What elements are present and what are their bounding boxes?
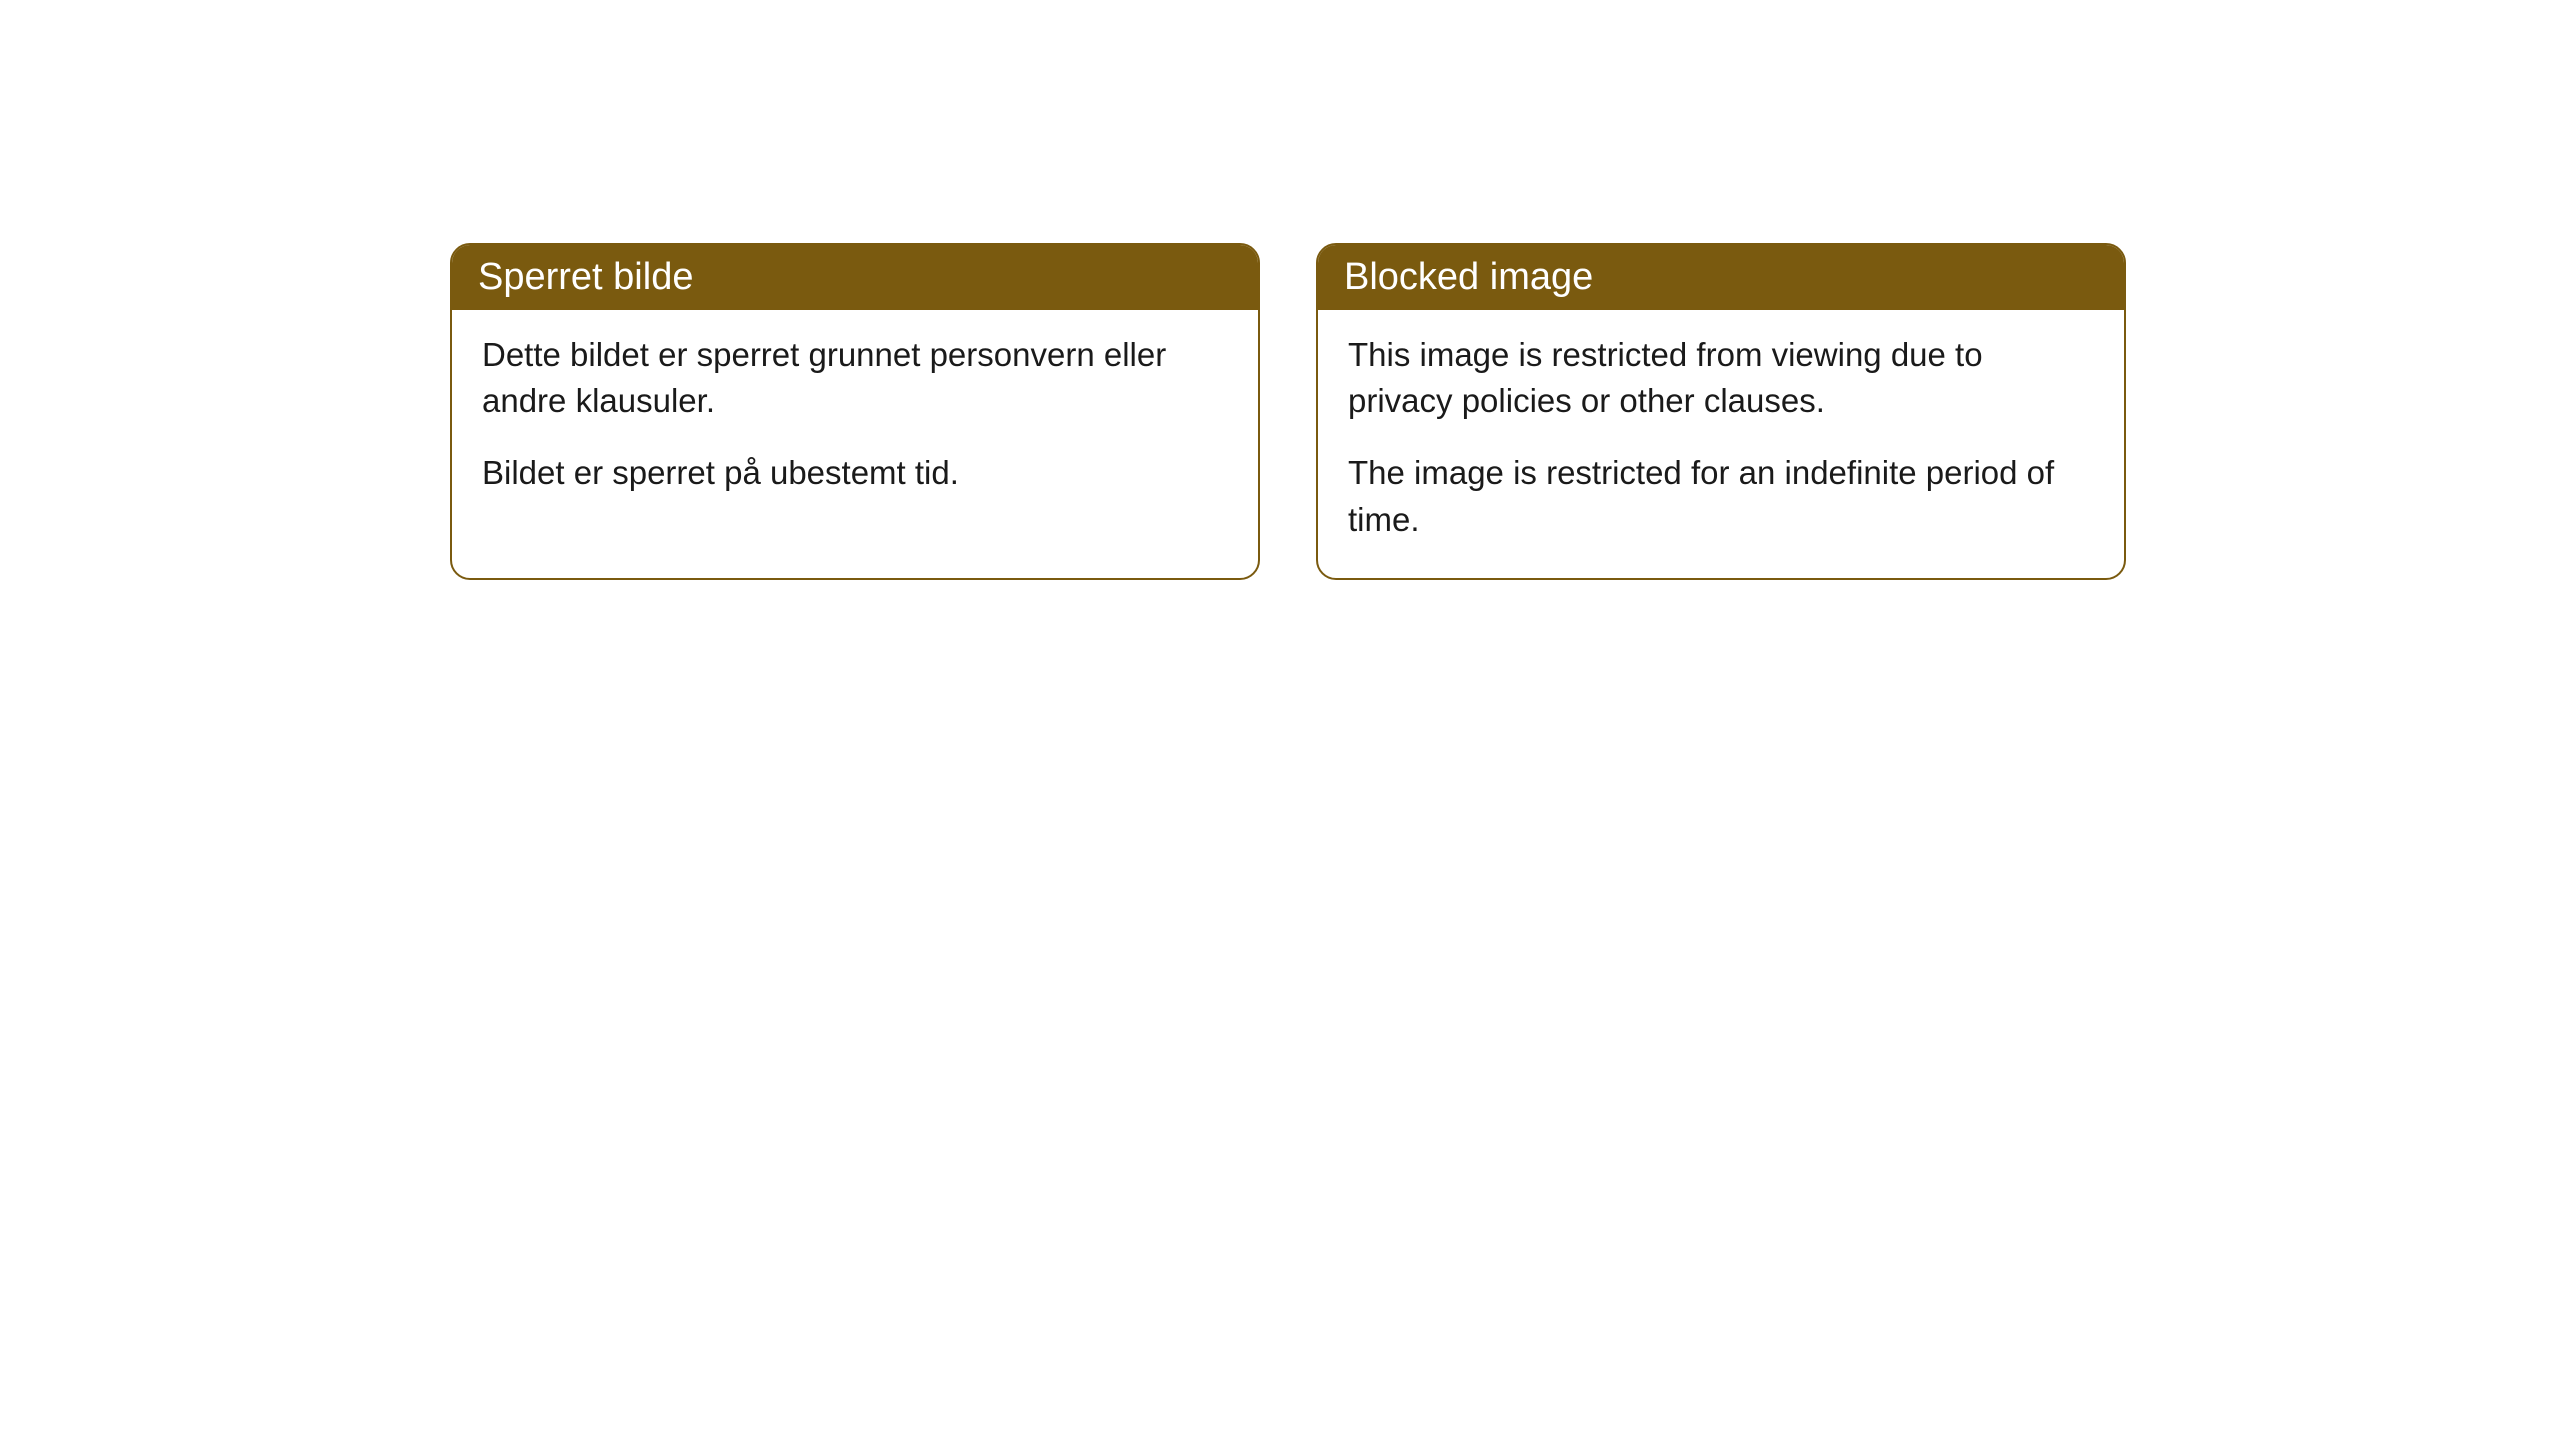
card-body: This image is restricted from viewing du…: [1318, 310, 2124, 578]
card-header: Blocked image: [1318, 245, 2124, 310]
card-paragraph: The image is restricted for an indefinit…: [1348, 450, 2094, 542]
card-paragraph: Dette bildet er sperret grunnet personve…: [482, 332, 1228, 424]
card-title: Sperret bilde: [478, 256, 693, 298]
notice-card-norwegian: Sperret bilde Dette bildet er sperret gr…: [450, 243, 1260, 580]
card-paragraph: This image is restricted from viewing du…: [1348, 332, 2094, 424]
card-header: Sperret bilde: [452, 245, 1258, 310]
card-title: Blocked image: [1344, 256, 1593, 298]
card-paragraph: Bildet er sperret på ubestemt tid.: [482, 450, 1228, 496]
notice-card-english: Blocked image This image is restricted f…: [1316, 243, 2126, 580]
card-body: Dette bildet er sperret grunnet personve…: [452, 310, 1258, 532]
notice-container: Sperret bilde Dette bildet er sperret gr…: [0, 0, 2560, 580]
